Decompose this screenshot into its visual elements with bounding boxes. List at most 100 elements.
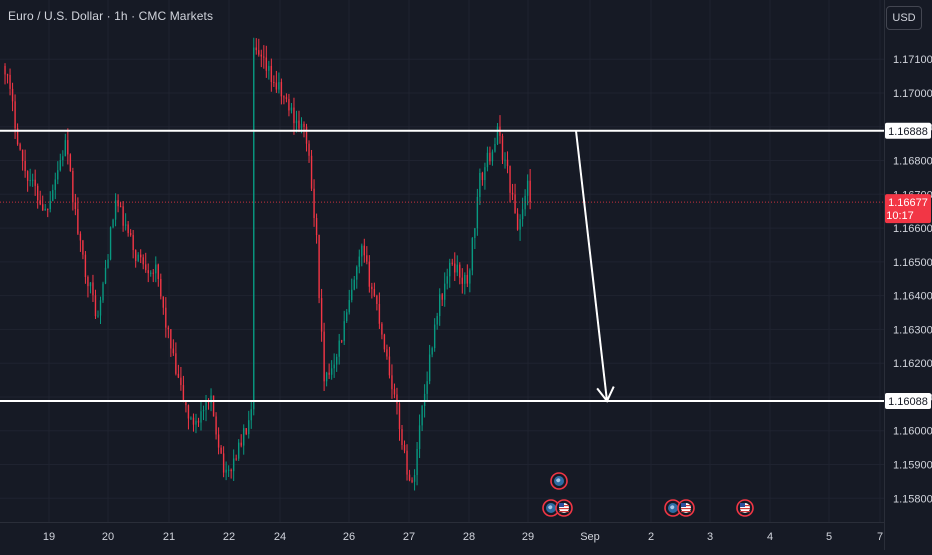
candle-body bbox=[374, 289, 375, 296]
candle-body bbox=[396, 394, 397, 403]
candle bbox=[276, 71, 277, 93]
candle-body bbox=[381, 324, 382, 335]
candle-body bbox=[454, 264, 455, 273]
candle bbox=[122, 201, 123, 232]
x-tick-label: 27 bbox=[403, 531, 415, 543]
candle-body bbox=[263, 57, 264, 58]
candle bbox=[281, 79, 282, 105]
candle-body bbox=[467, 275, 468, 284]
candle bbox=[261, 50, 262, 67]
candle-body bbox=[248, 420, 249, 434]
us-flag-icon[interactable] bbox=[678, 500, 694, 516]
candle bbox=[40, 191, 41, 205]
candle-body bbox=[439, 294, 440, 316]
candle bbox=[487, 147, 488, 172]
candle bbox=[205, 395, 206, 421]
candle-body bbox=[223, 453, 224, 472]
flag-stripe bbox=[740, 508, 750, 509]
candle bbox=[148, 263, 149, 282]
candle bbox=[27, 170, 28, 192]
candle bbox=[502, 134, 503, 164]
globe-icon[interactable] bbox=[551, 473, 567, 489]
candle bbox=[469, 268, 470, 292]
candle-body bbox=[9, 75, 10, 89]
candle bbox=[454, 252, 455, 281]
candle-body bbox=[479, 173, 480, 197]
candle-body bbox=[95, 295, 96, 316]
candle-body bbox=[243, 428, 244, 445]
candle bbox=[7, 74, 8, 84]
candle-body bbox=[366, 255, 367, 261]
candle-body bbox=[512, 193, 513, 195]
candle bbox=[401, 425, 402, 450]
candle bbox=[158, 264, 159, 287]
candle-body bbox=[492, 152, 493, 162]
us-flag-icon[interactable] bbox=[737, 500, 753, 516]
candle-body bbox=[253, 48, 254, 410]
candle-body bbox=[160, 279, 161, 296]
candle-body bbox=[472, 238, 473, 270]
candle-body bbox=[132, 235, 133, 250]
candle-body bbox=[150, 273, 151, 274]
candle bbox=[296, 111, 297, 133]
candle-body bbox=[213, 396, 214, 417]
candle bbox=[188, 404, 189, 429]
x-tick-label: 24 bbox=[274, 531, 286, 543]
candle bbox=[50, 191, 51, 212]
candle-body bbox=[62, 156, 63, 160]
candle-body bbox=[180, 378, 181, 385]
candle bbox=[344, 311, 345, 345]
candle-body bbox=[414, 475, 415, 482]
candle bbox=[351, 279, 352, 303]
last-price-label: 1.16677 bbox=[888, 197, 928, 209]
candle bbox=[14, 94, 15, 139]
flag-stripe bbox=[681, 511, 691, 512]
candle-body bbox=[462, 278, 463, 284]
currency-button[interactable]: USD bbox=[886, 6, 922, 30]
candle-body bbox=[404, 445, 405, 451]
candle bbox=[203, 406, 204, 420]
x-tick-label: 2 bbox=[648, 531, 654, 543]
candle-body bbox=[218, 434, 219, 447]
candle bbox=[509, 166, 510, 203]
us-flag-icon[interactable] bbox=[556, 500, 572, 516]
candle bbox=[278, 72, 279, 93]
candle bbox=[406, 444, 407, 480]
candle bbox=[170, 329, 171, 357]
candle-body bbox=[464, 275, 465, 284]
candle-body bbox=[281, 82, 282, 96]
candle bbox=[426, 371, 427, 401]
candle bbox=[313, 179, 314, 227]
symbol-title[interactable]: Euro / U.S. Dollar · 1h · CMC Markets bbox=[8, 9, 213, 23]
candle bbox=[386, 345, 387, 360]
candle-body bbox=[22, 150, 23, 161]
y-tick-label: 1.16300 bbox=[893, 324, 932, 336]
candle bbox=[75, 194, 76, 215]
candle bbox=[70, 153, 71, 172]
candle bbox=[145, 253, 146, 273]
x-tick-label: 19 bbox=[43, 531, 55, 543]
candle bbox=[19, 143, 20, 151]
countdown-label: 10:17 bbox=[886, 210, 914, 222]
candle-body bbox=[4, 66, 5, 74]
candle-body bbox=[198, 421, 199, 423]
candle bbox=[311, 150, 312, 191]
candle-body bbox=[341, 341, 342, 342]
candle bbox=[200, 402, 201, 431]
candle-body bbox=[112, 220, 113, 228]
candle-body bbox=[504, 160, 505, 161]
candle-body bbox=[509, 166, 510, 193]
candle-body bbox=[135, 250, 136, 261]
candle-body bbox=[331, 368, 332, 374]
candle bbox=[439, 288, 440, 326]
candle-body bbox=[82, 241, 83, 255]
candle bbox=[436, 313, 437, 330]
candle-body bbox=[47, 209, 48, 210]
candle bbox=[85, 251, 86, 284]
candle bbox=[190, 416, 191, 420]
candle-body bbox=[361, 246, 362, 257]
candle bbox=[293, 98, 294, 135]
